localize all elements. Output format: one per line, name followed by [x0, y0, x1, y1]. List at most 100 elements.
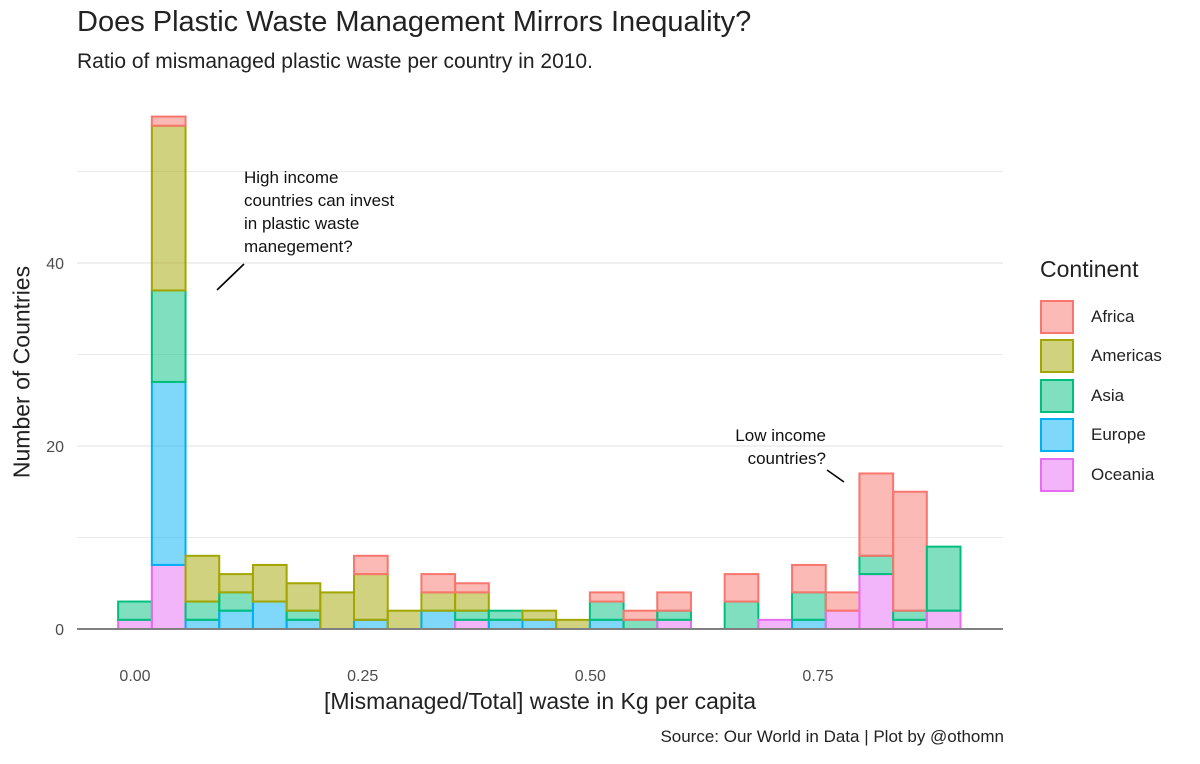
bar-segment-africa: [656, 591, 692, 612]
bar-segment-europe: [353, 618, 389, 630]
bar-segment-africa: [858, 472, 895, 557]
bar-segment-africa: [150, 115, 187, 127]
legend-swatch: [1040, 457, 1074, 492]
bar-segment-europe: [487, 618, 524, 630]
bar-segment-americas: [251, 563, 288, 603]
bar-segment-americas: [420, 591, 457, 612]
bar-segment-oceania: [757, 618, 794, 630]
legend-swatch: [1040, 299, 1074, 334]
y-tick-label: 40: [46, 256, 64, 273]
legend-items: Africa Americas Asia Europe Oceania: [1040, 297, 1162, 495]
bar-segment-asia: [487, 609, 524, 621]
bar-segment-oceania: [150, 563, 187, 631]
legend-item-asia: Asia: [1040, 376, 1162, 416]
legend-swatch: [1040, 339, 1074, 374]
annotation-low-income-text: Low income: [735, 426, 826, 445]
annotation-high-income-text: manegement?: [244, 237, 353, 256]
bar-segment-oceania: [454, 618, 490, 630]
bar-segment-europe: [791, 618, 827, 630]
bar-segment-americas: [319, 591, 356, 631]
bar-segment-asia: [285, 609, 322, 621]
bar-segment-asia: [656, 609, 692, 621]
y-axis-label: Number of Countries: [8, 265, 35, 479]
legend-swatch: [1040, 378, 1074, 413]
bar-segment-americas: [555, 618, 591, 630]
bar-segment-asia: [622, 618, 659, 630]
bar-segment-asia: [892, 609, 928, 621]
bar-segment-americas: [386, 609, 423, 631]
bar-segment-americas: [521, 609, 558, 621]
annotation-high-income-text: countries can invest: [244, 191, 395, 210]
bar-segment-oceania: [858, 573, 895, 630]
x-tick-label: 0.50: [575, 668, 606, 685]
bar-segment-africa: [353, 554, 389, 576]
legend-item-oceania: Oceania: [1040, 455, 1162, 495]
bar-segment-asia: [218, 591, 254, 612]
x-tick-label: 0.00: [119, 668, 150, 685]
tick-labels: 0.00 0.25 0.50 0.75 0 20 40: [46, 256, 833, 685]
x-tick-label: 0.75: [802, 668, 833, 685]
x-axis-label: [Mismanaged/Total] waste in Kg per capit…: [323, 688, 757, 714]
x-tick-label: 0.25: [347, 668, 378, 685]
legend-label: Oceania: [1091, 464, 1155, 484]
legend-title: Continent: [1040, 256, 1139, 282]
bar-segment-asia: [588, 600, 625, 621]
bar-segment-americas: [285, 582, 322, 612]
bar-segment-americas: [353, 573, 389, 621]
bar-segment-europe: [588, 618, 625, 630]
chart-title: Does Plastic Waste Management Mirrors In…: [77, 6, 752, 38]
bar-segment-africa: [723, 573, 760, 603]
bar-segment-americas: [150, 124, 187, 292]
bar-segment-europe: [218, 609, 254, 631]
bar-segment-europe: [420, 609, 457, 631]
bar-segment-europe: [251, 600, 288, 630]
bar-segment-africa: [791, 563, 827, 594]
source-caption: Source: Our World in Data | Plot by @oth…: [660, 727, 1004, 746]
legend-swatch: [1040, 418, 1074, 453]
bar-segment-europe: [285, 618, 322, 630]
annotations: High income countries can invest in plasti…: [216, 168, 845, 483]
bar-segment-asia: [117, 600, 153, 621]
bar-segment-asia: [791, 591, 827, 621]
bar-segment-americas: [454, 591, 490, 612]
bar-segment-africa: [420, 573, 457, 594]
bar-segment-africa: [622, 609, 659, 621]
chart-subtitle: Ratio of mismanaged plastic waste per co…: [77, 50, 593, 73]
bar-segment-africa: [824, 591, 861, 612]
bar-segment-europe: [521, 618, 558, 630]
bar-segment-americas: [218, 573, 254, 594]
bar-segment-europe: [184, 618, 221, 630]
annotation-high-income-text: High income: [244, 168, 339, 187]
bar-segment-oceania: [117, 618, 153, 630]
legend-label: Americas: [1091, 346, 1162, 366]
legend-item-europe: Europe: [1040, 416, 1162, 456]
bar-segment-africa: [454, 582, 490, 594]
legend-label: Africa: [1091, 306, 1135, 326]
bar-segment-europe: [150, 380, 187, 566]
bar-segment-asia: [925, 545, 962, 612]
legend-item-americas: Americas: [1040, 337, 1162, 377]
bar-segment-asia: [184, 600, 221, 621]
legend-item-africa: Africa: [1040, 297, 1162, 337]
annotation-low-income-pointer: [826, 469, 845, 483]
bar-segment-africa: [588, 591, 625, 603]
bar-segment-oceania: [656, 618, 692, 630]
grid-lines: [77, 171, 1003, 538]
bar-segment-asia: [858, 554, 895, 576]
bar-segment-africa: [892, 490, 928, 612]
legend-label: Europe: [1091, 425, 1146, 445]
annotation-high-income-text: in plastic waste: [244, 214, 359, 233]
bar-segment-oceania: [925, 609, 962, 631]
legend-label: Asia: [1091, 385, 1125, 405]
bar-segment-asia: [454, 609, 490, 621]
bars: [117, 115, 962, 631]
annotation-high-income-pointer: [216, 263, 245, 291]
bar-segment-americas: [184, 554, 221, 603]
bar-segment-oceania: [824, 609, 861, 631]
bar-segment-asia: [150, 289, 187, 383]
legend: Continent Africa Americas Asia Europe Oceani…: [1040, 256, 1162, 495]
annotation-low-income-text: countries?: [748, 449, 826, 468]
y-tick-label: 20: [46, 439, 64, 456]
bar-segment-oceania: [892, 618, 928, 630]
